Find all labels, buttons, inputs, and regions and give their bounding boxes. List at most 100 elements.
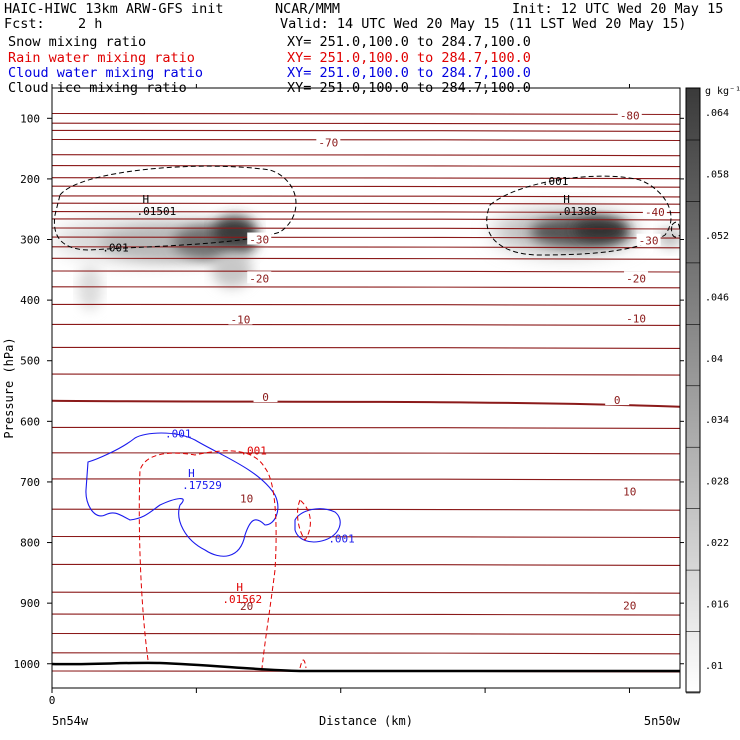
colorbar-tick-label: .016 <box>705 600 729 611</box>
colorbar-tick-label: .04 <box>705 354 723 365</box>
ice-shading-right <box>493 210 680 254</box>
rain-contour-small <box>297 499 311 541</box>
y-tick-label: 1000 <box>14 658 41 671</box>
temperature-label: 10 <box>240 492 253 505</box>
temperature-label-bg <box>605 393 630 406</box>
temperature-contour <box>52 452 680 455</box>
colorbar-unit: g kg⁻¹ <box>705 86 740 97</box>
temperature-label: 0 <box>262 391 269 404</box>
temperature-label: 10 <box>623 486 636 499</box>
field-label-rain: Rain water mixing ratio <box>8 50 195 66</box>
cloud-water-max-value: .17529 <box>182 479 222 492</box>
temperature-label-bg <box>624 311 649 324</box>
temperature-label-bg <box>253 390 278 403</box>
temperature-contour <box>52 154 680 157</box>
y-tick-label: 900 <box>20 597 40 610</box>
temperature-label-bg <box>316 135 341 148</box>
temperature-contour <box>52 652 680 655</box>
temperature-contour <box>52 236 680 239</box>
surface-line <box>52 661 680 673</box>
y-tick-label: 600 <box>20 415 40 428</box>
temperature-contour <box>52 426 680 429</box>
temperature-label: -20 <box>626 272 646 285</box>
y-tick-label: 400 <box>20 294 40 307</box>
temperature-label: -10 <box>626 312 646 325</box>
field-xy-snow: XY= 251.0,100.0 to 284.7,100.0 <box>287 34 531 50</box>
temperature-label: -30 <box>249 234 269 247</box>
temperature-label: 0 <box>614 394 621 407</box>
temperature-label-bg <box>234 491 259 504</box>
temperature-label-bg <box>617 598 642 611</box>
ice-contour-label: .001 <box>102 242 128 255</box>
field-label-snow: Snow mixing ratio <box>8 34 147 50</box>
temperature-label: -70 <box>318 137 338 150</box>
temperature-label-bg <box>642 205 667 218</box>
temperature-contour <box>52 202 680 205</box>
cloud-ice-contours <box>53 165 680 256</box>
ice-max-h: H <box>142 193 149 206</box>
x-right-label: 5n50w <box>644 714 681 728</box>
temperature-label: -40 <box>645 206 665 219</box>
temperature-contour <box>52 177 680 180</box>
rain-max-value: .01562 <box>222 593 262 606</box>
y-tick-label: 200 <box>20 173 40 186</box>
temperature-label-bg <box>247 271 272 284</box>
field-label-cloud-water: Cloud water mixing ratio <box>8 65 204 81</box>
temperature-contour <box>52 323 680 326</box>
temperature-contour <box>52 138 680 142</box>
rain-contour-main <box>138 450 277 669</box>
temperature-contour <box>52 478 680 481</box>
temperature-contour <box>52 218 680 221</box>
temperature-contour <box>52 122 680 125</box>
temperature-label-bg <box>234 599 259 612</box>
temperature-contour <box>52 613 680 616</box>
temperature-label-bg <box>617 108 642 121</box>
temperature-contour <box>52 591 680 594</box>
temperature-contour <box>52 129 680 132</box>
colorbar-tick-label: .058 <box>705 169 729 180</box>
colorbar-tick-label: .022 <box>705 538 729 549</box>
colorbar-tick-label: .046 <box>705 292 729 303</box>
temperature-label: -30 <box>639 235 659 248</box>
y-tick-label: 500 <box>20 355 40 368</box>
plot-frame <box>51 87 681 689</box>
colorbar-tick-label: .028 <box>705 477 729 488</box>
header-init: Init: 12 UTC Wed 20 May 15 <box>512 1 724 17</box>
x-left-label: 5n54w <box>52 714 89 728</box>
temperature-contour <box>52 227 680 230</box>
y-tick-label: 700 <box>20 476 40 489</box>
colorbar-fill <box>685 87 701 693</box>
ice-shading-left <box>55 216 257 310</box>
x-axis-label: Distance (km) <box>319 714 413 728</box>
colorbar-tick-label: .052 <box>705 231 729 242</box>
cloud-water-contours <box>85 432 341 557</box>
temperature-contour <box>52 508 680 511</box>
temperature-label: -20 <box>249 272 269 285</box>
x-tick-zero: 0 <box>49 694 56 707</box>
temperature-contour <box>52 632 680 636</box>
rain-max-h: H <box>236 581 243 594</box>
cloud-water-contour-label: .001 <box>328 533 355 546</box>
temperature-contour <box>52 165 680 168</box>
y-tick-label: 100 <box>20 112 40 125</box>
temperature-contour <box>52 346 680 349</box>
field-xy-cloud-water: XY= 251.0,100.0 to 284.7,100.0 <box>287 65 531 81</box>
header-fcst-label: Fcst: <box>4 16 45 32</box>
temperature-label-bg <box>624 271 649 284</box>
rain-contours <box>138 450 311 669</box>
temperature-contour <box>52 185 680 188</box>
ice-max-value: .01388 <box>557 205 597 218</box>
temperature-contour <box>52 112 680 116</box>
temperature-label-bg <box>247 232 272 245</box>
colorbar-ticks: .01 .016 .022 .028 .034 .04 .046 .052 .058 .064 <box>686 108 729 694</box>
header-valid: Valid: 14 UTC Wed 20 May 15 (11 LST Wed … <box>280 16 687 32</box>
temperature-contour <box>52 303 680 306</box>
ice-max-h: H <box>563 193 570 206</box>
cloud-water-contour-small <box>294 508 341 543</box>
temperature-contour <box>52 257 680 260</box>
rain-contour-label: .001 <box>240 445 267 458</box>
colorbar-tick-label: .064 <box>705 108 729 119</box>
ice-contour-label: .001 <box>542 175 569 188</box>
